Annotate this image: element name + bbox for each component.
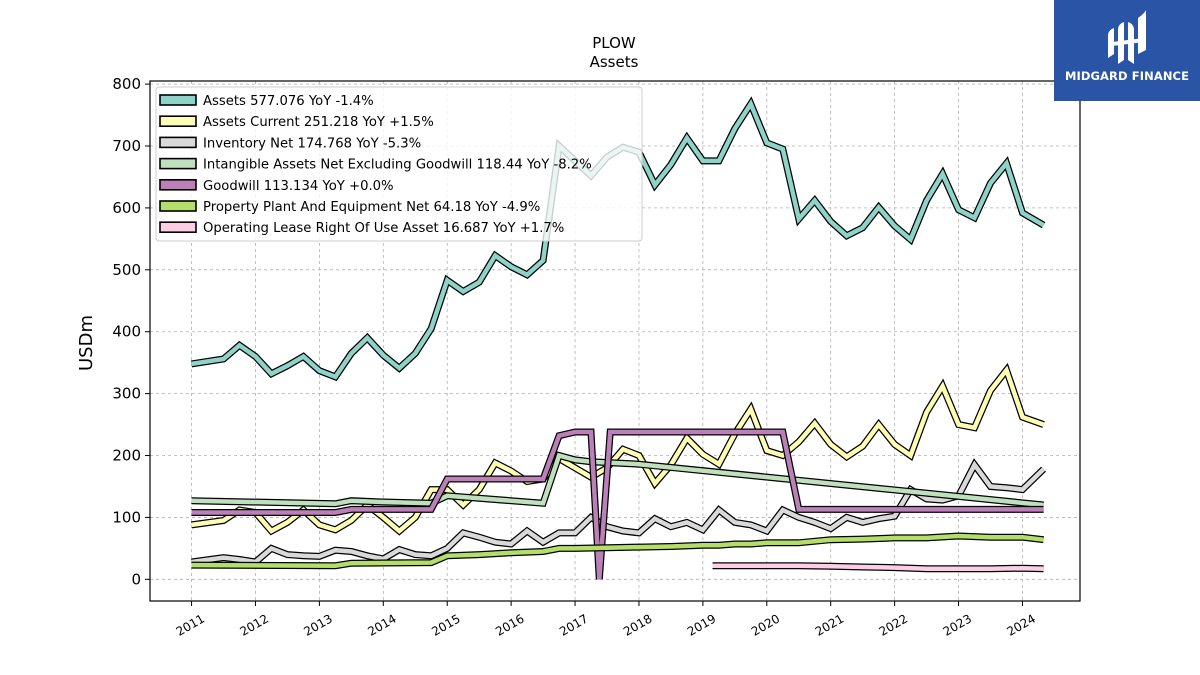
y-axis-label: USDm [76,315,97,371]
legend-swatch [159,94,197,106]
x-axis: 2011 2012 2013 2014 2015 2016 2017 2018 2019 2020… [174,601,1038,639]
legend-swatch [159,179,197,191]
x-tick-label: 2013 [301,611,334,638]
series-line-property-plant-and-equipment-net [191,533,1044,568]
legend-swatch [159,200,197,212]
x-tick-label: 2023 [941,611,974,638]
y-tick-label: 300 [112,385,141,403]
series-line-operating-lease-right-of-use-asset [712,563,1044,572]
legend-swatch [159,157,197,170]
legend-entry: Goodwill 113.134 YoY +0.0% [203,179,394,194]
y-axis: 0 100 200 300 400 500 600 700 800 [112,75,150,588]
x-tick-label: 2015 [429,611,462,638]
plot-frame [149,80,1081,602]
x-tick-label: 2022 [877,611,910,638]
legend: Assets 577.076 YoY -1.4% Assets Current 2… [155,86,643,242]
y-tick-label: 500 [112,261,141,279]
brand-logo: MIDGARD FINANCE [1054,0,1200,101]
y-tick-label: 600 [112,199,141,217]
legend-swatch [159,115,197,127]
series-line-intangible-assets-net-excluding-goodwill [191,452,1044,508]
legend-entry: Intangible Assets Net Excluding Goodwill… [203,158,592,173]
chart-title: PLOW [592,34,636,52]
legend-entry: Assets 577.076 YoY -1.4% [203,94,374,109]
x-tick-label: 2020 [749,611,782,638]
y-tick-label: 400 [112,323,141,341]
y-tick-label: 100 [112,508,141,526]
x-tick-label: 2011 [174,611,207,638]
x-tick-label: 2014 [365,611,398,638]
legend-entry: Inventory Net 174.768 YoY -5.3% [203,136,421,151]
x-tick-label: 2019 [685,611,718,638]
y-tick-label: 0 [131,570,141,588]
y-tick-label: 700 [112,137,141,155]
midgard-logo-icon [1108,10,1146,64]
legend-entry: Operating Lease Right Of Use Asset 16.68… [203,221,564,236]
y-tick-label: 200 [112,447,141,465]
x-tick-label: 2024 [1005,611,1038,638]
x-tick-label: 2021 [813,611,846,638]
legend-box [155,86,643,242]
x-tick-label: 2017 [557,611,590,638]
x-tick-label: 2018 [621,611,654,638]
chart-subtitle: Assets [590,53,639,71]
series-line-assets-current [191,365,1045,534]
x-tick-label: 2016 [493,611,526,638]
legend-swatch [159,136,197,149]
brand-name: MIDGARD FINANCE [1064,69,1190,83]
x-tick-label: 2012 [238,611,271,638]
series-line-goodwill [191,429,1044,580]
legend-entry: Property Plant And Equipment Net 64.18 Y… [203,200,540,215]
y-tick-label: 800 [112,75,141,93]
legend-entry: Assets Current 251.218 YoY +1.5% [203,115,434,130]
legend-swatch [159,221,197,233]
